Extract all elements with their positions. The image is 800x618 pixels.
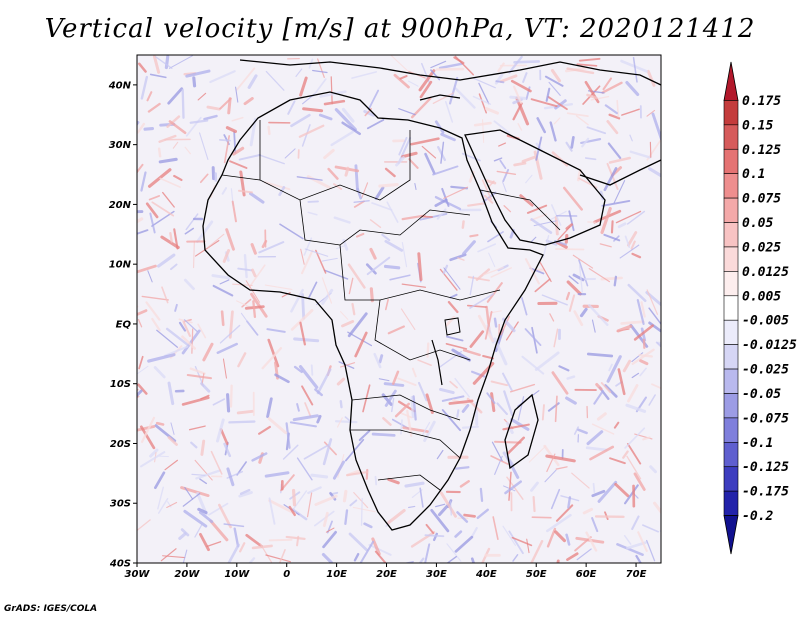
lat-label: 10N [109, 260, 132, 271]
colorbar-swatch [723, 490, 739, 516]
colorbar-label: 0.15 [742, 118, 773, 133]
plot-area [137, 55, 661, 563]
colorbar-swatch [723, 295, 739, 321]
colorbar-swatch [723, 246, 739, 272]
colorbar-label: 0.125 [742, 143, 781, 158]
colorbar-swatch [723, 124, 739, 150]
colorbar-swatch [723, 173, 739, 199]
lake-victoria [444, 317, 461, 336]
colorbar: 0.175 0.15 0.125 0.1 0.075 0.05 0.025 0.0125 0.0… [723, 61, 797, 555]
lon-label: 70E [626, 569, 647, 580]
colorbar-swatch [723, 319, 739, 345]
colorbar-swatch [723, 442, 739, 468]
colorbar-label: 0.005 [742, 289, 781, 304]
colorbar-swatch [723, 344, 739, 370]
lake-tanganyika [431, 339, 443, 386]
lon-label: 10E [326, 569, 347, 580]
colorbar-swatch [723, 197, 739, 223]
colorbar-label: 0.025 [742, 240, 781, 255]
lon-label: 60E [576, 569, 597, 580]
colorbar-label: -0.1 [742, 436, 773, 451]
colorbar-swatch [723, 466, 739, 492]
colorbar-label: -0.2 [742, 509, 773, 524]
lat-label: EQ [116, 319, 132, 330]
colorbar-label: -0.075 [742, 411, 789, 426]
colorbar-label: -0.005 [742, 314, 789, 329]
colorbar-swatch [723, 393, 739, 419]
lat-label: 30N [109, 140, 132, 151]
lat-label: 30S [110, 499, 131, 510]
velocity-field [137, 55, 661, 563]
colorbar-swatch [723, 515, 739, 555]
colorbar-label: 0.05 [742, 216, 773, 231]
country-borders [221, 120, 561, 491]
lon-label: 50E [526, 569, 547, 580]
lat-label: 40S [109, 559, 131, 570]
lon-label: 20E [376, 569, 397, 580]
colorbar-label: 0.0125 [742, 265, 789, 280]
map-title: Vertical velocity [m/s] at 900hPa, VT: 2… [44, 14, 756, 44]
lat-label: 40N [108, 80, 132, 91]
lat-label: 10S [110, 379, 131, 390]
colorbar-label: 0.075 [742, 192, 781, 207]
lat-label: 20N [109, 200, 132, 211]
coastlines [202, 59, 661, 531]
lon-label: 0 [283, 569, 290, 580]
colorbar-label: 0.1 [742, 167, 765, 182]
colorbar-label: -0.175 [742, 485, 789, 500]
colorbar-swatch [723, 271, 739, 297]
colorbar-swatch [723, 368, 739, 394]
colorbar-label: 0.175 [742, 94, 781, 109]
lon-label: 30E [426, 569, 447, 580]
lat-label: 20S [110, 439, 131, 450]
colorbar-swatch [723, 417, 739, 443]
grads-credit: GrADS: IGES/COLA [4, 604, 98, 614]
lon-label: 40E [475, 569, 497, 580]
colorbar-label: -0.0125 [742, 338, 797, 353]
lon-label: 10W [224, 569, 250, 580]
colorbar-swatch [723, 148, 739, 174]
colorbar-swatch [723, 100, 739, 126]
colorbar-swatch [723, 222, 739, 248]
colorbar-label: -0.125 [742, 460, 789, 475]
plot-frame [136, 54, 662, 564]
colorbar-label: -0.025 [742, 363, 789, 378]
colorbar-swatch [723, 61, 739, 101]
lon-label: 20W [174, 569, 200, 580]
lon-label: 30W [125, 569, 151, 580]
colorbar-label: -0.05 [742, 387, 781, 402]
